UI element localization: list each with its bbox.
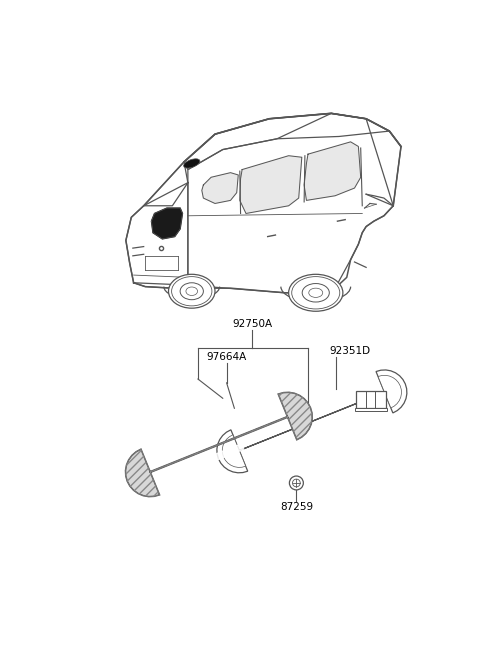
Polygon shape [126,182,188,288]
Text: 97664A: 97664A [206,352,247,362]
Polygon shape [173,427,218,451]
Polygon shape [222,375,401,468]
Ellipse shape [184,159,200,168]
Polygon shape [240,155,302,213]
Text: 87259: 87259 [280,502,313,512]
Polygon shape [217,370,407,473]
Text: 92750A: 92750A [232,319,272,329]
Polygon shape [202,173,238,203]
Polygon shape [152,208,182,239]
FancyBboxPatch shape [355,407,387,411]
Text: 92351D: 92351D [330,346,371,356]
FancyBboxPatch shape [356,390,385,407]
Polygon shape [202,443,244,465]
Ellipse shape [288,274,343,311]
Polygon shape [188,113,393,293]
Polygon shape [304,142,360,200]
Circle shape [289,476,303,490]
Ellipse shape [168,274,215,308]
Polygon shape [184,113,389,170]
Polygon shape [125,392,312,497]
